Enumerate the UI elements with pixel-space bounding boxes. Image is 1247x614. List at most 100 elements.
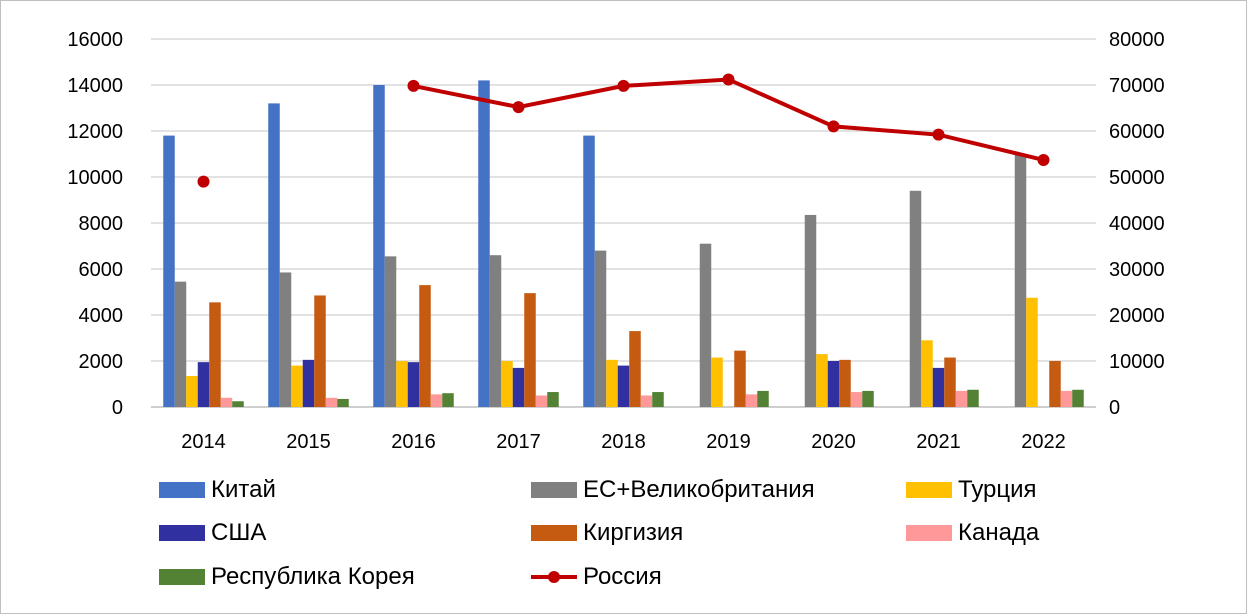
bar-Киргизия (524, 293, 536, 407)
y2-tick-label: 80000 (1109, 29, 1165, 51)
bar-Канада (535, 395, 548, 407)
bar-Киргизия (944, 357, 956, 407)
point-russia (932, 128, 945, 141)
bar-Канада (1060, 390, 1073, 407)
x-tick-label: 2019 (706, 431, 751, 453)
bar-Китай (373, 85, 385, 407)
x-tick-label: 2022 (1021, 431, 1066, 453)
legend-swatch (906, 525, 952, 541)
bar-Турция (1026, 297, 1038, 407)
y-tick-label: 12000 (67, 121, 123, 143)
y2-tick-label: 60000 (1109, 121, 1165, 143)
bar-Киргизия (314, 295, 326, 407)
bar-США (617, 365, 630, 407)
point-russia (617, 79, 630, 92)
bar-ЕС+Великобритания (699, 243, 712, 407)
legend-item: Канада (906, 519, 1039, 547)
bar-Китай (583, 135, 595, 407)
legend-item: Россия (531, 563, 662, 591)
legend-label: Республика Корея (211, 563, 415, 590)
bar-Канада (850, 392, 863, 407)
bar-Китай (478, 80, 490, 408)
bar-Канада (220, 397, 233, 407)
legend-item: Турция (906, 476, 1037, 504)
legend-item: Республика Корея (159, 563, 415, 591)
point-russia (512, 101, 525, 114)
legend-label: Канада (958, 519, 1040, 546)
legend-label: Турция (958, 476, 1037, 503)
bar-Канада (430, 394, 443, 407)
bar-Республика Корея (862, 390, 874, 407)
bar-США (197, 362, 210, 407)
point-russia (407, 79, 420, 92)
x-tick-label: 2020 (811, 431, 856, 453)
legend-swatch (159, 569, 205, 585)
legend-item: Киргизия (531, 519, 683, 547)
x-tick-label: 2016 (391, 431, 436, 453)
legend-item: Китай (159, 476, 276, 504)
bar-Киргизия (1049, 361, 1061, 407)
bar-Республика Корея (547, 392, 559, 407)
x-tick-label: 2017 (496, 431, 541, 453)
legend-swatch (906, 482, 952, 498)
bar-Турция (606, 359, 618, 407)
legend-swatch (159, 525, 205, 541)
bar-США (827, 361, 840, 407)
bar-Канада (325, 397, 338, 407)
y-tick-label: 4000 (79, 305, 124, 327)
bar-Турция (186, 375, 198, 407)
bar-Турция (711, 357, 723, 407)
bar-Киргизия (629, 331, 641, 407)
point-russia (722, 73, 735, 86)
bar-ЕС+Великобритания (174, 281, 187, 407)
bar-Китай (163, 135, 175, 407)
legend-item: ЕС+Великобритания (531, 476, 815, 504)
y-tick-label: 2000 (79, 351, 124, 373)
plot-area: 0 2000 4000 6000 8000 10000 12000 14000 16000 0 10… (67, 29, 1165, 453)
bar-Республика Корея (337, 398, 349, 407)
bar-Турция (921, 340, 933, 407)
bar-США (512, 367, 525, 407)
bar-Республика Корея (442, 393, 454, 407)
y-tick-label: 8000 (79, 213, 124, 235)
bar-Республика Корея (232, 401, 244, 407)
y2-tick-label: 20000 (1109, 305, 1165, 327)
point-russia (1037, 153, 1050, 166)
legend-label: Россия (583, 563, 662, 590)
y2-tick-label: 30000 (1109, 259, 1165, 281)
bar-ЕС+Великобритания (1014, 154, 1027, 407)
bar-Канада (745, 394, 758, 407)
legend-swatch (159, 482, 205, 498)
legend-label: ЕС+Великобритания (583, 476, 815, 503)
y-tick-label: 0 (112, 397, 123, 419)
y2-tick-label: 50000 (1109, 167, 1165, 189)
legend-swatch (531, 525, 577, 541)
y-tick-label: 14000 (67, 75, 123, 97)
legend-label: США (211, 519, 267, 546)
bar-ЕС+Великобритания (279, 272, 292, 407)
bar-Республика Корея (967, 389, 979, 407)
bar-ЕС+Великобритания (594, 250, 607, 407)
bar-Киргизия (734, 350, 746, 407)
bar-ЕС+Великобритания (909, 190, 922, 407)
y2-tick-label: 70000 (1109, 75, 1165, 97)
y2-tick-label: 0 (1109, 397, 1120, 419)
y-tick-label: 16000 (67, 29, 123, 51)
bar-ЕС+Великобритания (489, 255, 502, 407)
x-tick-label: 2018 (601, 431, 646, 453)
bar-Турция (501, 361, 513, 407)
bar-Турция (291, 365, 303, 407)
x-tick-label: 2021 (916, 431, 961, 453)
y-tick-label: 10000 (67, 167, 123, 189)
bar-Турция (816, 354, 828, 407)
point-russia (827, 120, 840, 133)
bar-ЕС+Великобритания (384, 256, 397, 407)
bar-Республика Корея (1072, 389, 1084, 407)
legend-item: США (159, 519, 266, 547)
bar-Канада (955, 390, 968, 407)
bar-США (932, 367, 945, 407)
legend-swatch (531, 571, 577, 583)
line-russia (413, 77, 1044, 162)
y2-tick-label: 40000 (1109, 213, 1165, 235)
